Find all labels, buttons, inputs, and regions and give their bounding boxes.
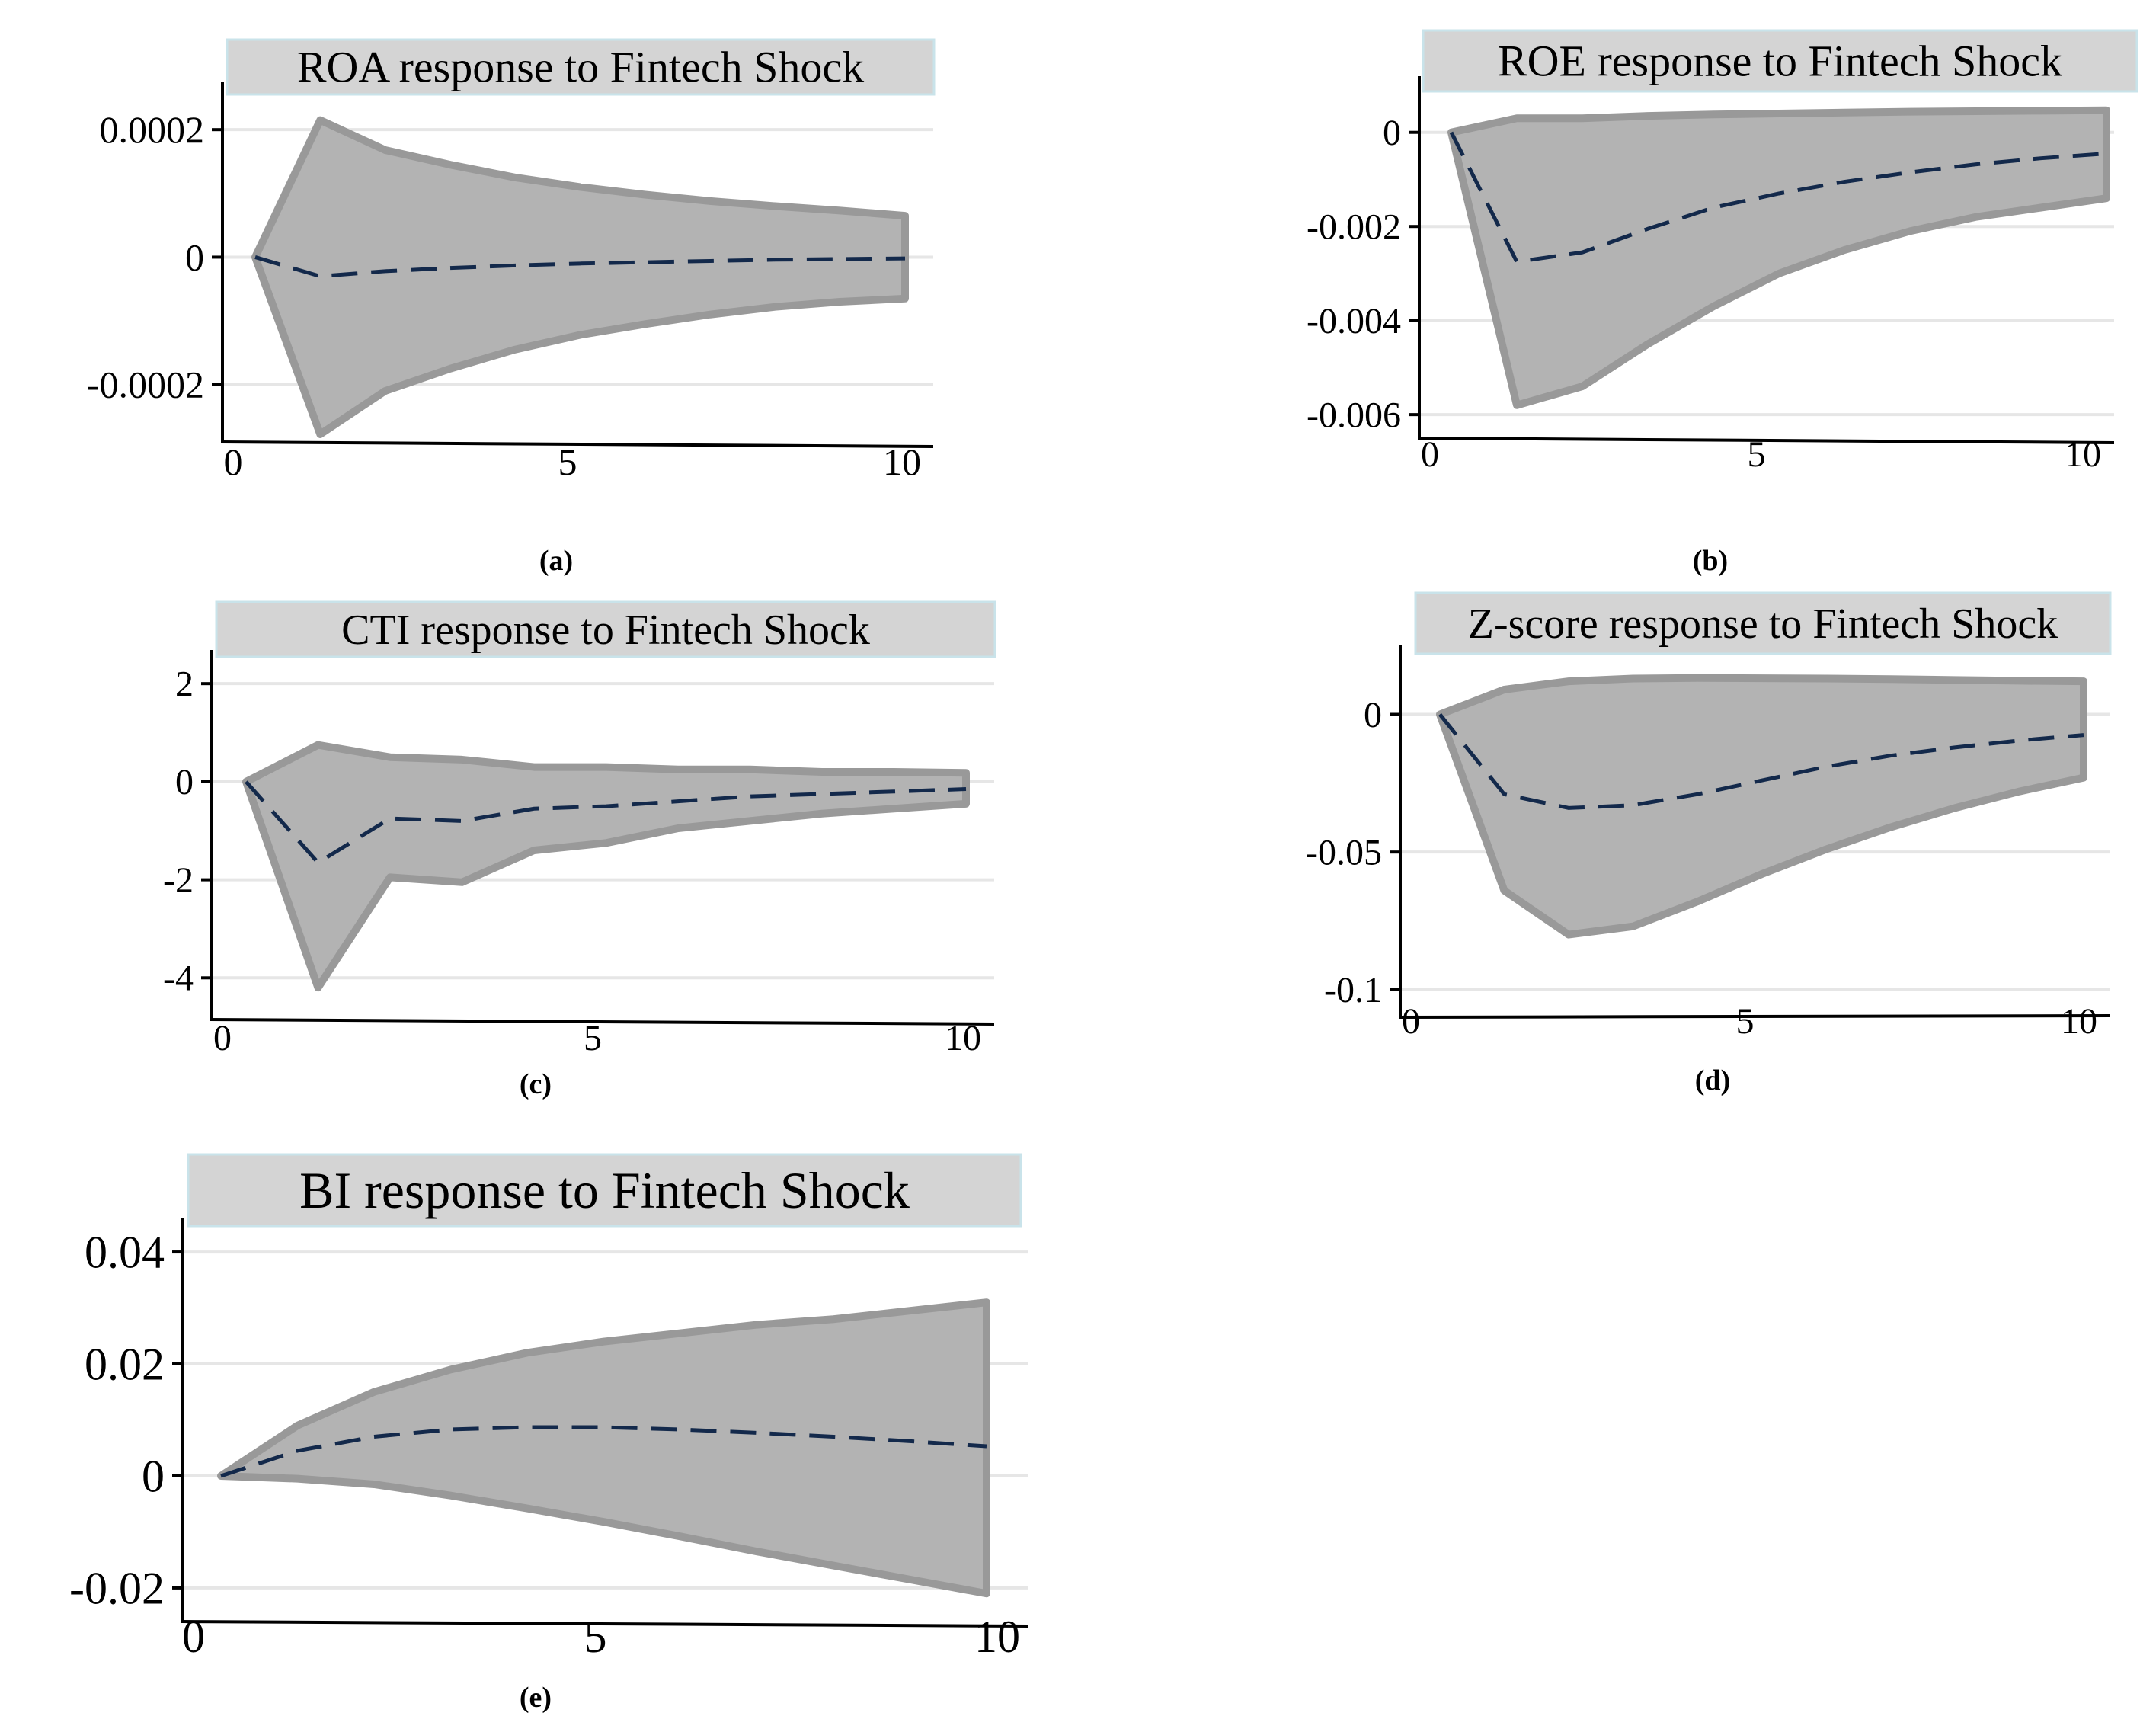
x-tick-label: 5 xyxy=(584,1018,602,1058)
panel-c-title-box xyxy=(215,600,996,658)
x-tick-label: 5 xyxy=(558,440,577,483)
panel-c-response-line xyxy=(245,780,967,866)
panel-c-title: CTI response to Fintech Shock xyxy=(341,607,870,654)
panel-e-response-line xyxy=(220,1425,987,1478)
x-tick-label: 10 xyxy=(2061,1001,2097,1042)
y-tick-label: 0 xyxy=(1364,695,1382,735)
panel-e-title-box xyxy=(187,1153,1022,1228)
y-tick-label: 0.0002 xyxy=(100,108,205,151)
y-tick-label: 0 xyxy=(1383,113,1401,153)
panel-e-confidence-band xyxy=(217,1298,990,1598)
panel-d: Z-score response to Fintech Shock 0 -0.05 -… xyxy=(1306,591,2112,1097)
x-tick-label: 0 xyxy=(182,1612,205,1662)
panel-c-caption: (c) xyxy=(520,1068,552,1100)
y-tick-label: -0.002 xyxy=(1307,207,1401,248)
panel-b-confidence-band xyxy=(1447,106,2110,409)
y-tick-label: -2 xyxy=(163,860,194,901)
x-tick-label: 0 xyxy=(224,440,243,483)
panel-d-x-axis xyxy=(1398,1014,2111,1019)
panel-d-response-line xyxy=(1438,712,2084,810)
y-tick-label: -0.02 xyxy=(69,1563,165,1613)
y-tick-label: -0.006 xyxy=(1307,395,1401,435)
y-tick-label: 0.02 xyxy=(85,1339,165,1389)
y-tick-label: 0 xyxy=(185,235,204,278)
panel-e-x-axis xyxy=(181,1620,1029,1628)
panel-b-title-box xyxy=(1422,29,2138,93)
panel-a-response-line xyxy=(254,255,906,279)
panel-a-confidence-band xyxy=(251,116,909,438)
panel-a-title: ROA response to Fintech Shock xyxy=(297,43,864,92)
panel-a-title-box xyxy=(226,38,936,96)
panel-e: BI response to Fintech Shock 0.04 0.02 0 -0.… xyxy=(69,1153,1029,1714)
panel-b: ROE response to Fintech Shock 0 -0.002 -0.0… xyxy=(1307,29,2138,577)
panel-a-x-axis xyxy=(220,440,934,448)
x-tick-label: 10 xyxy=(883,440,921,483)
y-tick-label: 0 xyxy=(142,1451,165,1501)
x-tick-label: 0 xyxy=(1421,434,1439,475)
panel-c-x-axis xyxy=(210,1018,995,1026)
panel-b-title: ROE response to Fintech Shock xyxy=(1498,37,2062,86)
y-tick-label: -0.05 xyxy=(1306,833,1382,873)
y-tick-label: -0.0002 xyxy=(87,363,204,406)
panel-d-caption: (d) xyxy=(1695,1064,1730,1097)
x-tick-label: 0 xyxy=(1402,1001,1420,1042)
panel-d-title-box xyxy=(1414,591,2112,655)
y-tick-label: 2 xyxy=(175,664,194,704)
x-tick-label: 10 xyxy=(945,1018,981,1058)
panel-e-caption: (e) xyxy=(520,1682,552,1714)
x-tick-label: 5 xyxy=(1748,434,1766,475)
y-tick-label: -0.004 xyxy=(1307,301,1401,341)
panel-b-caption: (b) xyxy=(1693,545,1728,577)
panel-a: ROA response to Fintech Shock 0.0002 0 -0.0… xyxy=(87,38,936,577)
panel-b-response-line xyxy=(1449,131,2107,264)
panel-a-caption: (a) xyxy=(539,545,573,577)
panel-e-title: BI response to Fintech Shock xyxy=(299,1161,910,1219)
x-tick-label: 5 xyxy=(1736,1001,1755,1042)
panel-c: CTI response to Fintech Shock 2 0 -2 -4 0 5 10 (… xyxy=(163,600,996,1100)
y-tick-label: -4 xyxy=(163,959,194,999)
y-tick-label: 0.04 xyxy=(85,1227,165,1277)
x-tick-label: 5 xyxy=(584,1612,607,1662)
y-tick-label: -0.1 xyxy=(1324,970,1382,1010)
panel-d-title: Z-score response to Fintech Shock xyxy=(1468,600,2058,648)
y-tick-label: 0 xyxy=(175,762,194,802)
panel-b-x-axis xyxy=(1417,437,2115,444)
panel-c-confidence-band xyxy=(242,741,970,992)
x-tick-label: 10 xyxy=(974,1612,1020,1662)
panel-d-confidence-band xyxy=(1436,674,2087,939)
x-tick-label: 0 xyxy=(213,1018,232,1058)
x-tick-label: 10 xyxy=(2065,434,2101,475)
